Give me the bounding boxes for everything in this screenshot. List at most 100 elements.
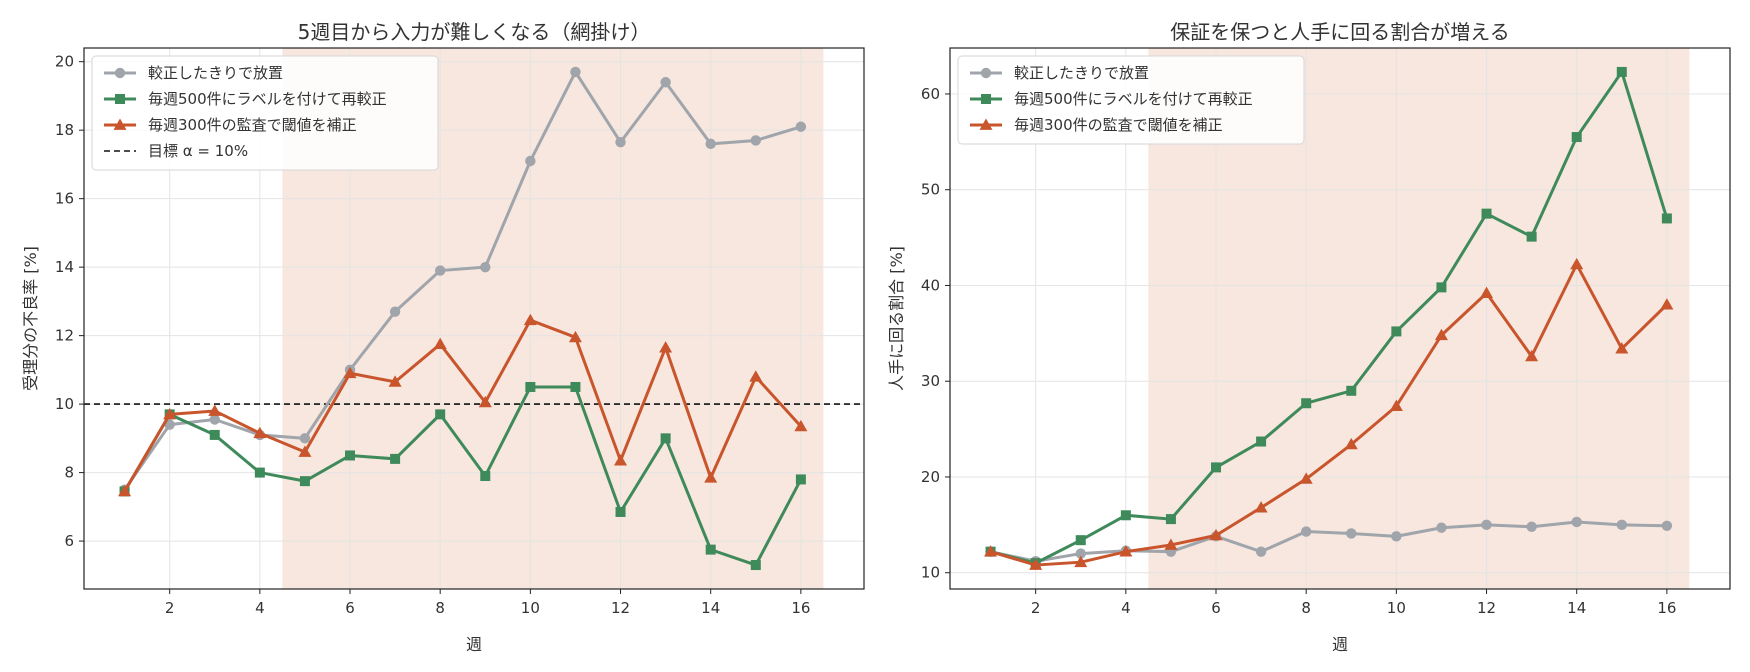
- data-point: [1391, 326, 1402, 337]
- x-tick-label: 10: [521, 599, 540, 617]
- data-point: [1165, 514, 1176, 525]
- data-point: [1119, 545, 1133, 557]
- x-tick-label: 14: [1567, 599, 1586, 617]
- y-tick-label: 12: [55, 327, 74, 345]
- data-point: [118, 484, 132, 497]
- data-point: [388, 375, 402, 387]
- series-line: [123, 385, 803, 567]
- data-point: [1074, 555, 1088, 568]
- x-tick-label: 8: [1301, 599, 1311, 617]
- data-point: [750, 560, 761, 571]
- data-point: [523, 313, 537, 326]
- legend-label: 較正したきりで放置: [148, 64, 283, 82]
- data-point: [614, 454, 628, 466]
- data-point: [1481, 208, 1492, 219]
- data-point: [1436, 282, 1447, 293]
- data-point: [705, 544, 716, 555]
- x-tick-label: 4: [1121, 599, 1131, 617]
- data-point: [1616, 66, 1627, 77]
- data-point: [434, 265, 446, 276]
- data-point: [704, 471, 718, 483]
- data-point: [794, 419, 808, 432]
- legend-label: 目標 α = 10%: [148, 142, 248, 160]
- data-point: [660, 433, 671, 444]
- y-axis-label: 人手に回る割合 [%]: [887, 246, 906, 391]
- x-tick-label: 16: [791, 599, 810, 617]
- axes-frame: [949, 47, 1731, 590]
- legend-entry: 毎週300件の監査で閾値を補正: [104, 116, 357, 134]
- data-point: [389, 306, 401, 317]
- data-point: [570, 381, 581, 392]
- legend-marker: [980, 67, 992, 79]
- data-point: [254, 467, 265, 478]
- data-point: [615, 506, 626, 517]
- data-point: [1209, 528, 1223, 541]
- data-point: [1256, 436, 1267, 447]
- x-tick-label: 8: [435, 599, 445, 617]
- y-tick-label: 10: [55, 395, 74, 413]
- data-point: [1346, 528, 1357, 539]
- x-axis-label: 週: [1332, 635, 1348, 654]
- chart-title: 保証を保つと人手に回る割合が増える: [1170, 20, 1509, 44]
- data-point: [660, 77, 671, 88]
- y-axis-label: 受理分の不良率 [%]: [21, 246, 40, 391]
- data-point: [525, 155, 536, 167]
- data-point: [253, 426, 267, 439]
- y-tick-label: 10: [921, 564, 940, 582]
- data-point: [1344, 437, 1358, 450]
- legend-label: 較正したきりで放置: [1014, 64, 1149, 82]
- data-point: [1481, 519, 1492, 531]
- data-point: [570, 66, 581, 78]
- data-point: [1346, 385, 1357, 396]
- legend-entry: 較正したきりで放置: [970, 64, 1149, 82]
- data-point: [1661, 520, 1673, 532]
- data-point: [345, 450, 356, 461]
- data-point: [1300, 526, 1312, 537]
- series-line: [990, 70, 1669, 565]
- x-tick-label: 12: [611, 599, 630, 617]
- data-point: [480, 261, 491, 273]
- legend-label: 毎週500件にラベルを付けて再較正: [1014, 90, 1253, 108]
- data-point: [1434, 328, 1448, 341]
- data-point: [478, 395, 492, 408]
- data-point: [435, 409, 446, 420]
- x-tick-label: 6: [345, 599, 355, 617]
- y-tick-label: 50: [921, 181, 940, 199]
- data-point: [1254, 501, 1268, 513]
- legend-box: [957, 55, 1305, 145]
- legend-marker: [113, 118, 127, 130]
- data-point: [1029, 558, 1043, 570]
- y-tick-label: 8: [64, 464, 74, 482]
- y-tick-label: 30: [921, 372, 940, 390]
- x-tick-label: 4: [255, 599, 265, 617]
- x-axis-label: 週: [466, 635, 482, 654]
- data-point: [164, 419, 175, 430]
- data-point: [749, 370, 763, 382]
- y-tick-label: 14: [55, 258, 74, 276]
- series-2: [985, 66, 1672, 569]
- x-tick-label: 12: [1477, 599, 1496, 617]
- y-tick-label: 20: [921, 468, 940, 486]
- axes-frame: [83, 47, 865, 590]
- data-point: [1660, 298, 1674, 310]
- series-line: [123, 318, 802, 493]
- data-point: [299, 476, 310, 487]
- data-point: [298, 445, 312, 457]
- y-tick-label: 20: [55, 53, 74, 71]
- data-point: [1526, 231, 1537, 242]
- legend-entry: 毎週500件にラベルを付けて再較正: [970, 90, 1253, 108]
- legend-label: 毎週500件にラベルを付けて再較正: [148, 90, 387, 108]
- x-tick-label: 2: [165, 599, 175, 617]
- data-point: [1075, 548, 1086, 559]
- x-tick-label: 2: [1031, 599, 1041, 617]
- data-point: [1389, 399, 1403, 411]
- data-point: [615, 136, 626, 148]
- data-point: [659, 341, 673, 353]
- data-point: [1525, 349, 1539, 362]
- data-point: [1571, 516, 1582, 528]
- x-tick-label: 14: [701, 599, 720, 617]
- data-point: [984, 545, 998, 557]
- chart-panel-1: 2 4 6 8 10 12 14 16 6 8 10 12 14 16 18 20 5週目から入力が難しくなる（…: [21, 20, 865, 654]
- legend: 較正したきりで放置毎週500件にラベルを付けて再較正毎週300件の監査で閾値を補…: [91, 55, 439, 171]
